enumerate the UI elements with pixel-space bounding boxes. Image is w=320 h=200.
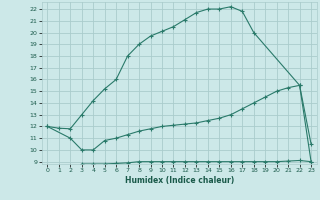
- X-axis label: Humidex (Indice chaleur): Humidex (Indice chaleur): [124, 176, 234, 185]
